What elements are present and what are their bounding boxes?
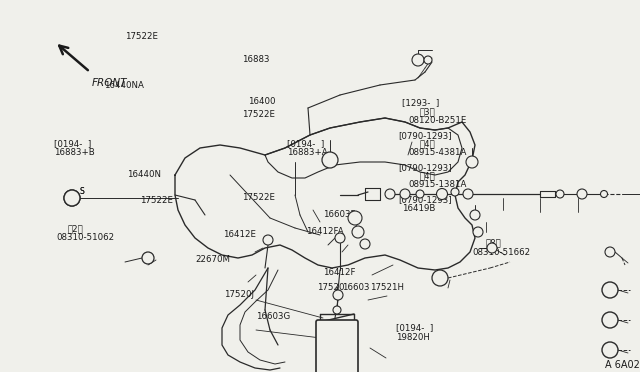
Text: 16400: 16400 (248, 97, 276, 106)
Circle shape (424, 56, 432, 64)
Text: 16412FA: 16412FA (306, 227, 344, 236)
Circle shape (64, 190, 80, 206)
Text: 08310-51662: 08310-51662 (472, 248, 531, 257)
Text: 17521H: 17521H (370, 283, 404, 292)
FancyBboxPatch shape (316, 320, 358, 372)
Circle shape (602, 312, 618, 328)
Text: 08310-51062: 08310-51062 (56, 233, 115, 242)
Text: （8）: （8） (485, 239, 501, 248)
Text: 17520J: 17520J (224, 290, 254, 299)
Text: 17522E: 17522E (125, 32, 158, 41)
Text: [0194-  ]: [0194- ] (396, 323, 433, 332)
Text: 16440NA: 16440NA (104, 81, 143, 90)
Circle shape (463, 189, 473, 199)
Text: 16603G: 16603G (256, 312, 291, 321)
Text: （4）: （4） (419, 139, 435, 148)
Circle shape (142, 252, 154, 264)
Circle shape (436, 189, 447, 199)
Circle shape (322, 152, 338, 168)
Circle shape (470, 210, 480, 220)
Text: [0790-1293]: [0790-1293] (398, 163, 452, 172)
Text: [1293-  ]: [1293- ] (402, 98, 439, 107)
Text: S: S (80, 187, 84, 196)
Text: 22670M: 22670M (195, 255, 230, 264)
Circle shape (360, 239, 370, 249)
Text: 16883: 16883 (242, 55, 269, 64)
Text: A 6A02: A 6A02 (605, 360, 640, 370)
Text: （3）: （3） (419, 107, 435, 116)
Text: [0194-  ]: [0194- ] (287, 139, 324, 148)
Text: 16412E: 16412E (223, 230, 256, 239)
Text: 16603F: 16603F (323, 210, 356, 219)
Circle shape (466, 156, 478, 168)
Text: S: S (70, 193, 74, 202)
Circle shape (412, 54, 424, 66)
Circle shape (577, 189, 587, 199)
Circle shape (602, 342, 618, 358)
Circle shape (600, 190, 607, 198)
Text: 08120-B251E: 08120-B251E (408, 116, 467, 125)
Text: M: M (607, 317, 613, 323)
Text: 17520: 17520 (317, 283, 344, 292)
Text: 08915-4381A: 08915-4381A (408, 148, 467, 157)
Circle shape (400, 189, 410, 199)
Circle shape (556, 190, 564, 198)
Text: FRONT: FRONT (92, 78, 127, 88)
Circle shape (385, 189, 395, 199)
Text: 17522E: 17522E (140, 196, 173, 205)
Text: 17522E: 17522E (242, 193, 275, 202)
Circle shape (263, 235, 273, 245)
Circle shape (602, 282, 618, 298)
Text: [0790-1293]: [0790-1293] (398, 131, 452, 140)
Text: 16440N: 16440N (127, 170, 161, 179)
Text: 16883+B: 16883+B (54, 148, 95, 157)
Text: 08915-1381A: 08915-1381A (408, 180, 467, 189)
Text: S: S (70, 193, 74, 202)
Circle shape (605, 247, 615, 257)
Circle shape (473, 227, 483, 237)
Text: M: M (607, 287, 613, 293)
Circle shape (451, 188, 459, 196)
Text: B: B (607, 347, 612, 353)
Circle shape (416, 190, 424, 198)
Circle shape (432, 270, 448, 286)
Circle shape (487, 243, 497, 253)
Circle shape (335, 233, 345, 243)
Text: 16603: 16603 (342, 283, 370, 292)
Text: （4）: （4） (419, 171, 435, 180)
Text: 16412F: 16412F (323, 268, 356, 277)
Text: [0194-  ]: [0194- ] (54, 139, 92, 148)
Text: 16419B: 16419B (402, 204, 435, 213)
Text: 19820H: 19820H (396, 333, 429, 342)
Circle shape (333, 306, 341, 314)
Circle shape (348, 211, 362, 225)
Text: 17522E: 17522E (242, 110, 275, 119)
Circle shape (64, 190, 80, 206)
Text: S: S (80, 187, 84, 196)
Text: （2）: （2） (67, 224, 83, 233)
Circle shape (352, 226, 364, 238)
Text: 16883+A: 16883+A (287, 148, 327, 157)
Text: [0790-1293]: [0790-1293] (398, 195, 452, 204)
Circle shape (333, 290, 343, 300)
